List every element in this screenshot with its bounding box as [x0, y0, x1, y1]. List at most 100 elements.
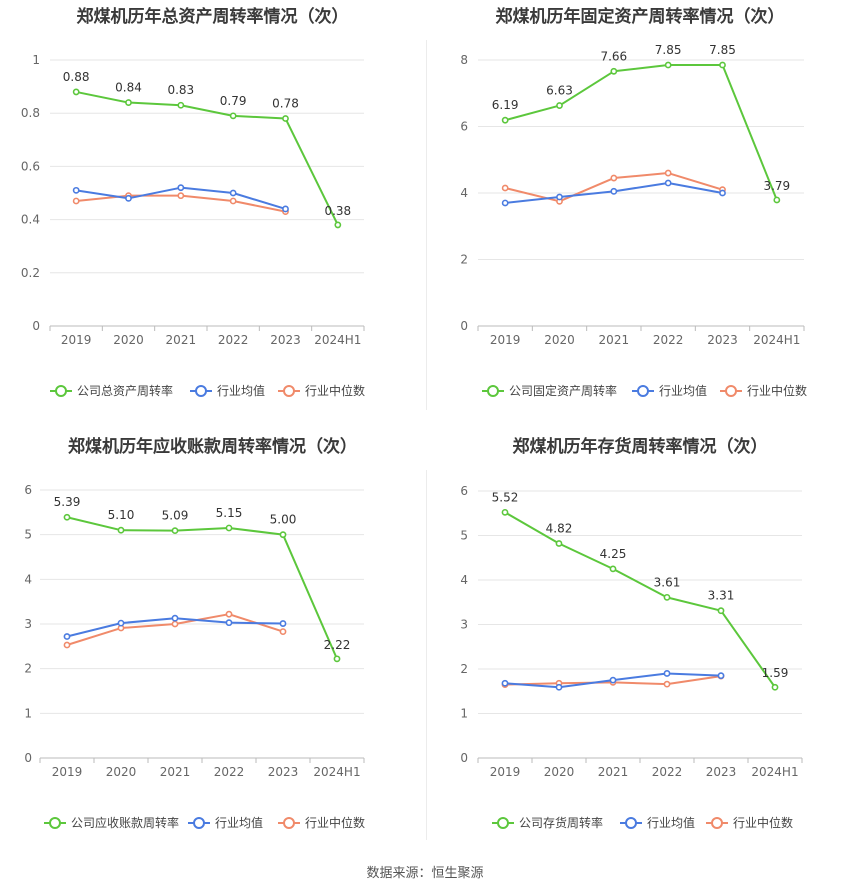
- legend-swatch-marker: [625, 817, 637, 829]
- y-tick-label: 6: [460, 484, 468, 498]
- data-point-avg: [72, 186, 80, 194]
- data-point-avg: [229, 189, 237, 197]
- data-point-company: [171, 527, 179, 535]
- y-tick-label: 0.6: [21, 159, 40, 173]
- x-tick-label: 2019: [52, 765, 83, 779]
- data-point-company: [333, 655, 341, 663]
- legend-label: 公司固定资产周转率: [509, 383, 617, 398]
- chart-title: 郑煤机历年固定资产周转率情况（次）: [495, 7, 785, 27]
- data-label: 3.31: [708, 589, 735, 603]
- legend-swatch-marker: [55, 385, 67, 397]
- x-tick-label: 2022: [653, 333, 684, 347]
- data-point-company: [125, 99, 132, 106]
- data-label: 2.22: [324, 638, 351, 652]
- data-point-company: [334, 221, 342, 229]
- y-tick-label: 0.4: [21, 213, 40, 227]
- x-tick-label: 2020: [113, 333, 144, 347]
- y-tick-label: 1: [460, 707, 468, 721]
- data-point-company: [555, 540, 563, 547]
- data-point-avg: [177, 184, 185, 192]
- data-label: 5.15: [216, 506, 243, 520]
- y-tick-label: 0: [32, 319, 40, 333]
- x-tick-label: 2022: [214, 765, 245, 779]
- y-tick-label: 8: [460, 53, 468, 67]
- data-point-company: [279, 531, 287, 539]
- x-tick-label: 2024H1: [753, 333, 800, 347]
- data-point-median: [63, 641, 71, 649]
- legend-swatch-marker: [725, 385, 737, 397]
- data-label: 7.66: [600, 49, 627, 63]
- series-line-company: [66, 516, 338, 660]
- data-point-company: [229, 112, 237, 120]
- chart-panel-total-asset-turnover: 郑煤机历年总资产周转率情况（次） 0 0.2 0.4 0.6 0.8 1 2019 2020 2…: [0, 0, 425, 420]
- legend-label: 行业中位数: [305, 815, 365, 830]
- y-tick-label: 5: [460, 529, 468, 543]
- data-label: 6.63: [546, 84, 573, 98]
- legend-label: 行业中位数: [305, 383, 365, 398]
- data-label: 0.83: [167, 83, 194, 97]
- data-point-company: [717, 607, 725, 615]
- y-tick-label: 4: [460, 573, 468, 587]
- x-tick-label: 2019: [61, 333, 92, 347]
- data-point-company: [719, 61, 726, 69]
- x-tick-label: 2023: [706, 765, 737, 779]
- chart-panel-fixed-asset-turnover: 郑煤机历年固定资产周转率情况（次） 0 2 4 6 8 2019 2020 2021 2022 2…: [430, 0, 850, 420]
- x-tick-label: 2020: [544, 333, 575, 347]
- x-tick-label: 2019: [490, 765, 521, 779]
- x-tick-label: 2022: [652, 765, 683, 779]
- data-point-company: [63, 513, 71, 521]
- legend-swatch-marker: [49, 817, 61, 829]
- series-line-company: [75, 90, 339, 226]
- chart-title: 郑煤机历年存货周转率情况（次）: [512, 437, 768, 457]
- legend-label: 行业均值: [659, 383, 707, 398]
- x-tick-label: 2020: [544, 765, 575, 779]
- data-label: 0.79: [220, 94, 247, 108]
- y-tick-label: 2: [460, 662, 468, 676]
- data-point-avg: [610, 187, 618, 195]
- x-tick-label: 2022: [218, 333, 249, 347]
- data-label: 5.00: [270, 513, 297, 527]
- data-point-company: [177, 101, 185, 109]
- data-point-company: [225, 524, 233, 532]
- data-label: 5.09: [162, 509, 189, 523]
- x-tick-label: 2024H1: [314, 333, 361, 347]
- chart-title: 郑煤机历年应收账款周转率情况（次）: [68, 437, 357, 457]
- y-tick-label: 0: [460, 319, 468, 333]
- data-point-avg: [282, 205, 289, 213]
- data-point-avg: [501, 679, 509, 687]
- legend-label: 公司总资产周转率: [77, 383, 173, 398]
- legend-label: 公司应收账款周转率: [71, 815, 179, 830]
- y-tick-label: 5: [24, 528, 32, 542]
- x-tick-label: 2023: [270, 333, 301, 347]
- legend-swatch-marker: [283, 385, 295, 397]
- data-point-avg: [225, 619, 233, 627]
- y-tick-label: 1: [24, 706, 32, 720]
- chart-svg: 0 1 2 3 4 5 6 2019 2020 2021 2022 2023 2024H1 5.39 5.1…: [24, 483, 365, 830]
- data-point-median: [663, 680, 671, 688]
- chart-title: 郑煤机历年总资产周转率情况（次）: [76, 7, 349, 27]
- data-point-median: [279, 628, 287, 635]
- data-label: 4.25: [600, 547, 627, 561]
- y-tick-label: 0: [460, 751, 468, 765]
- x-tick-label: 2024H1: [313, 765, 360, 779]
- x-tick-label: 2021: [598, 765, 629, 779]
- data-point-avg: [63, 633, 71, 640]
- data-point-median: [171, 620, 179, 628]
- y-tick-label: 1: [32, 53, 40, 67]
- data-point-median: [664, 169, 672, 177]
- legend-swatch-marker: [497, 817, 509, 829]
- data-point-avg: [664, 179, 672, 187]
- y-tick-label: 2: [24, 662, 32, 676]
- x-tick-label: 2021: [599, 333, 630, 347]
- y-tick-label: 0.8: [21, 106, 40, 120]
- data-label: 7.85: [709, 43, 736, 57]
- data-point-company: [501, 116, 509, 124]
- legend-label: 行业均值: [215, 815, 263, 830]
- data-point-company: [610, 67, 618, 75]
- data-point-company: [771, 683, 779, 691]
- legend-label: 公司存货周转率: [519, 815, 603, 830]
- y-tick-label: 6: [24, 483, 32, 497]
- y-tick-label: 0.2: [21, 266, 40, 280]
- data-point-avg: [555, 683, 563, 691]
- data-label: 5.10: [108, 508, 135, 522]
